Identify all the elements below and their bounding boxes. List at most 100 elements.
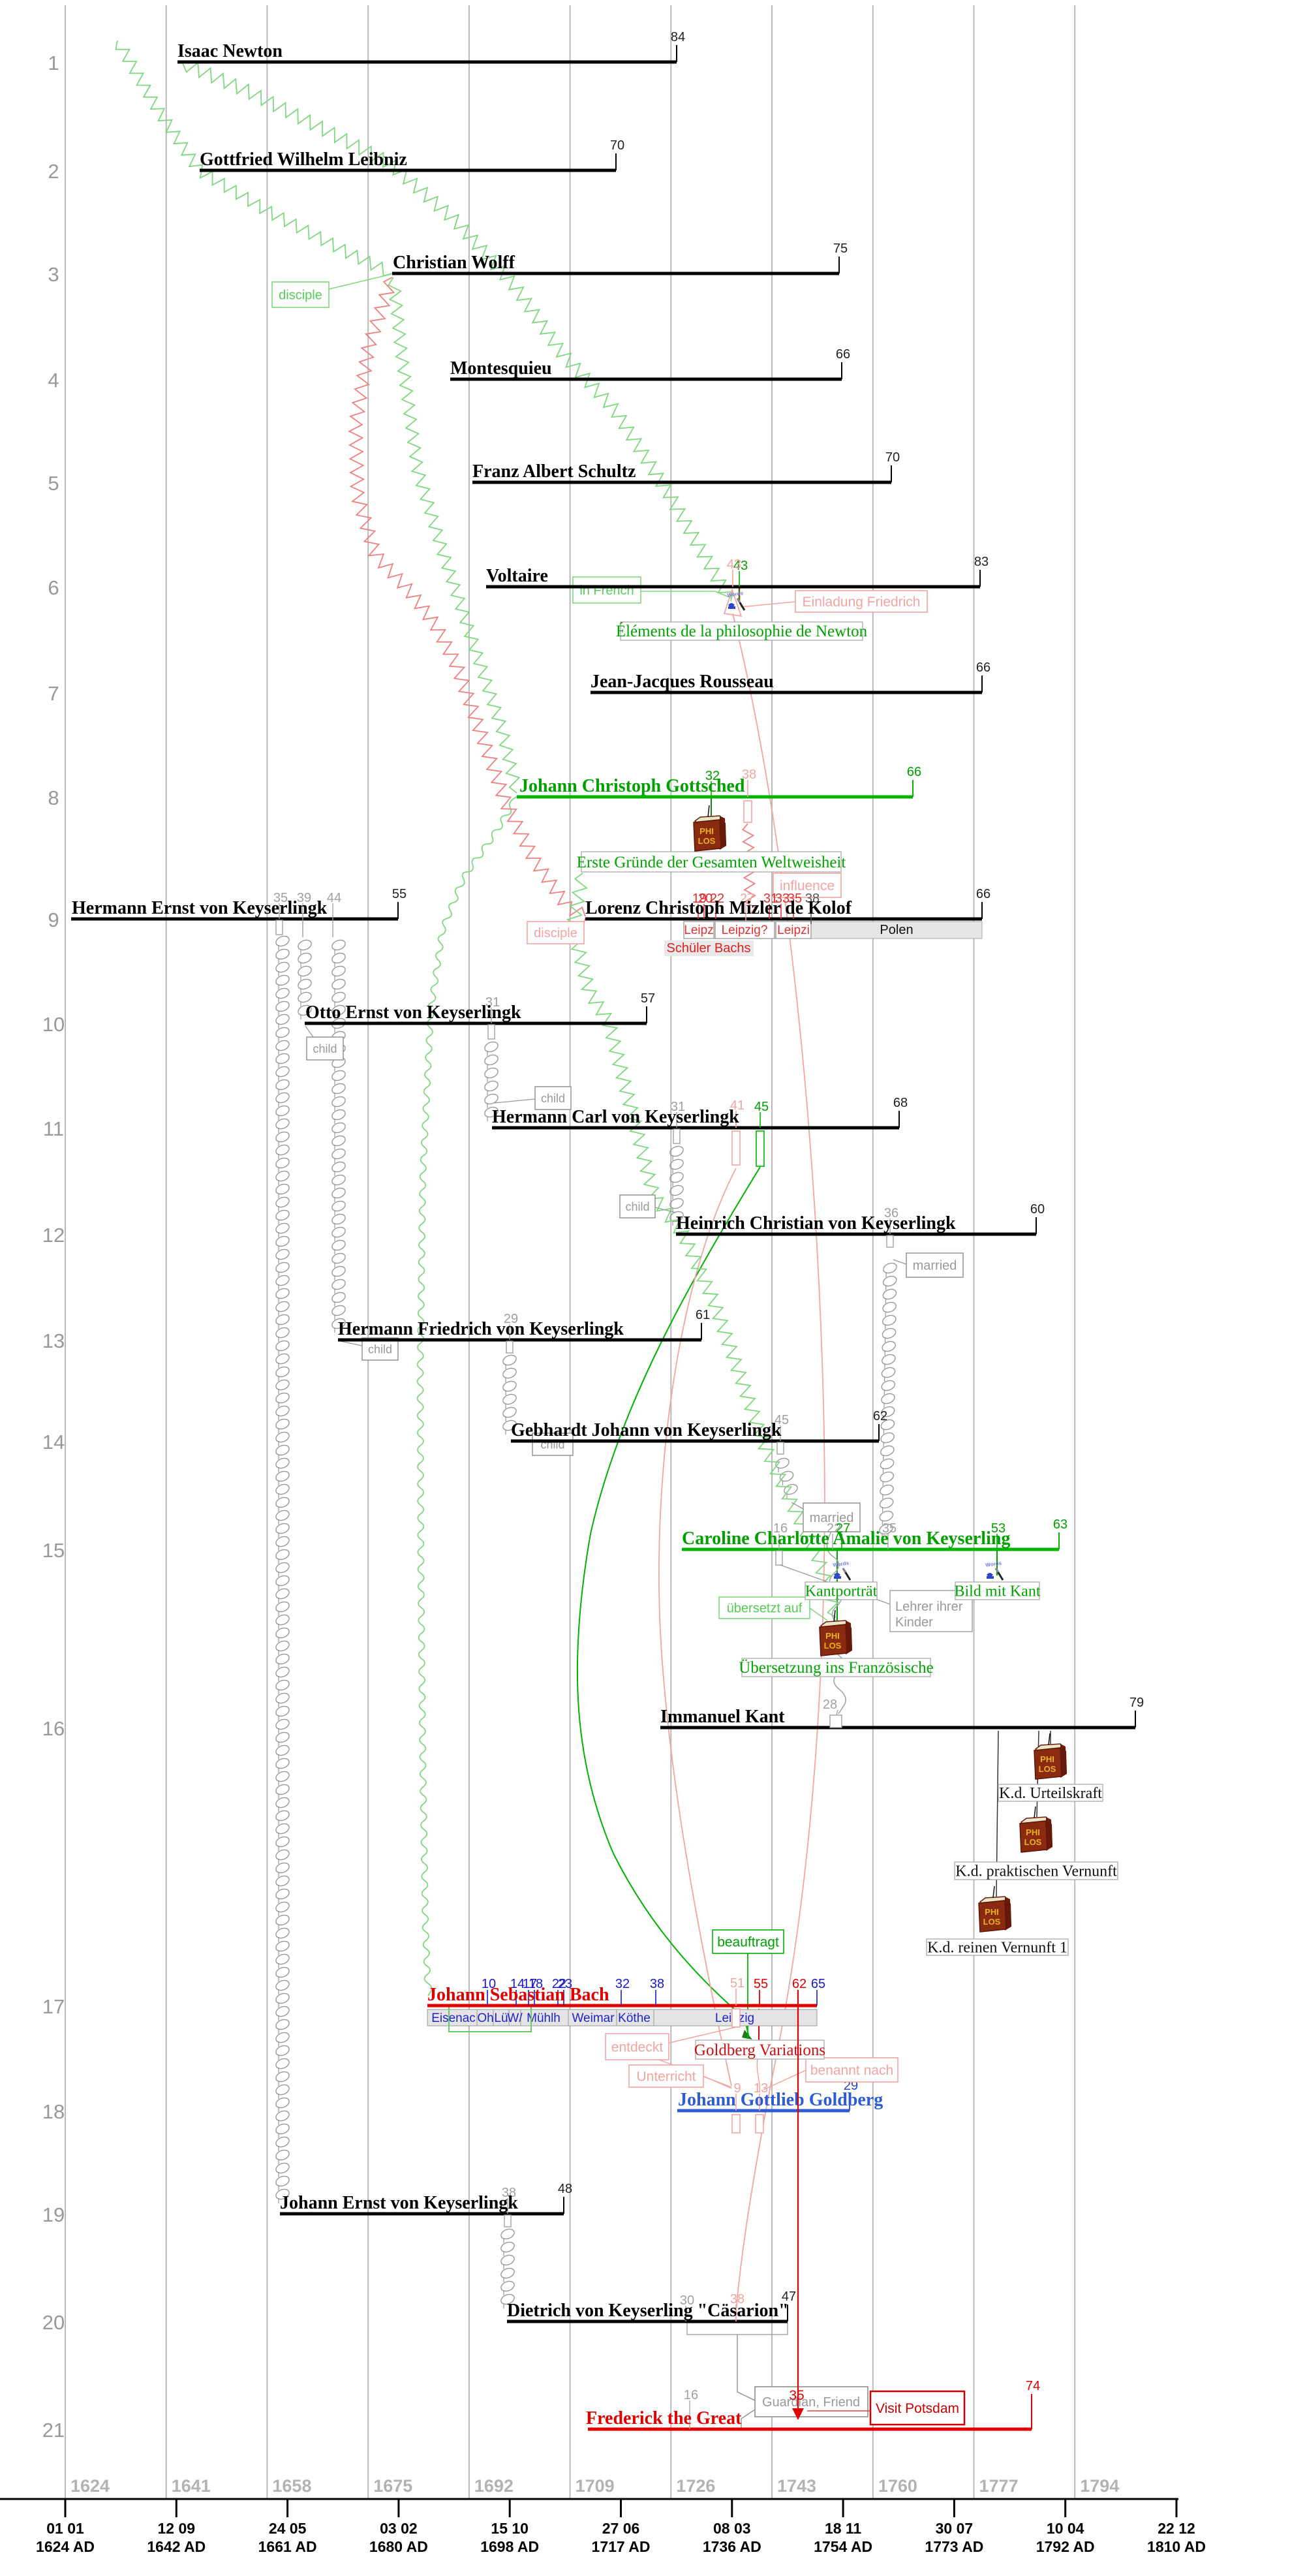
svg-text:84: 84 [671, 30, 685, 44]
svg-text:Lehrer ihrer: Lehrer ihrer [895, 1600, 963, 1614]
svg-text:1698 AD: 1698 AD [480, 2538, 539, 2555]
svg-text:LOS: LOS [824, 1641, 842, 1651]
svg-text:übersetzt auf: übersetzt auf [727, 1602, 803, 1616]
svg-text:38: 38 [742, 768, 756, 782]
svg-text:1661 AD: 1661 AD [258, 2538, 317, 2555]
svg-text:1717 AD: 1717 AD [592, 2538, 651, 2555]
svg-text:35: 35 [273, 891, 288, 905]
svg-text:1773 AD: 1773 AD [925, 2538, 983, 2555]
svg-text:53: 53 [991, 1521, 1006, 1536]
svg-text:married: married [913, 1259, 957, 1273]
svg-text:83: 83 [974, 555, 989, 569]
svg-text:PHI: PHI [985, 1907, 999, 1917]
svg-text:Bild mit Kant: Bild mit Kant [955, 1583, 1041, 1600]
svg-text:1760: 1760 [878, 2476, 917, 2496]
svg-text:child: child [368, 1342, 392, 1356]
svg-text:PHI: PHI [1040, 1754, 1054, 1764]
svg-text:55: 55 [392, 887, 407, 901]
svg-text:1624: 1624 [70, 2476, 110, 2496]
svg-text:62: 62 [792, 1977, 806, 1991]
svg-text:45: 45 [754, 1100, 769, 1114]
svg-text:35: 35 [882, 1521, 897, 1536]
svg-text:Guardian, Friend: Guardian, Friend [762, 2395, 860, 2410]
svg-text:Gebhardt Johann von Keyserling: Gebhardt Johann von Keyserlingk [511, 1420, 782, 1440]
svg-text:22: 22 [552, 1977, 566, 1991]
svg-text:child: child [625, 1200, 649, 1213]
svg-text:61: 61 [696, 1308, 710, 1322]
svg-text:35: 35 [789, 2388, 804, 2403]
svg-text:Words: Words [985, 1560, 1002, 1568]
svg-text:4: 4 [48, 369, 59, 392]
svg-text:Polen: Polen [880, 923, 913, 937]
svg-text:PHI: PHI [699, 826, 714, 836]
svg-text:2: 2 [48, 160, 59, 183]
svg-text:Kantporträt: Kantporträt [805, 1583, 878, 1600]
svg-text:18: 18 [42, 2100, 65, 2123]
svg-text:70: 70 [610, 138, 624, 153]
svg-text:Leipz: Leipz [684, 923, 713, 937]
svg-text:38: 38 [650, 1977, 664, 1991]
svg-text:Visit Potsdam: Visit Potsdam [876, 2401, 959, 2416]
svg-text:Words: Words [727, 590, 744, 598]
svg-text:14: 14 [510, 1977, 525, 1991]
svg-text:45: 45 [775, 1413, 789, 1427]
svg-text:child: child [541, 1092, 565, 1105]
svg-text:Johann Christoph Gottsched: Johann Christoph Gottsched [519, 776, 745, 796]
svg-text:Hermann Ernst von Keyserlingk: Hermann Ernst von Keyserlingk [72, 898, 328, 918]
svg-text:21: 21 [42, 2419, 65, 2442]
svg-text:Übersetzung ins Französische: Übersetzung ins Französische [739, 1659, 934, 1677]
svg-text:Frederick the Great: Frederick the Great [586, 2408, 742, 2429]
svg-text:W/: W/ [507, 2011, 523, 2025]
svg-text:31: 31 [671, 1100, 685, 1114]
svg-text:Franz Albert Schultz: Franz Albert Schultz [472, 461, 636, 482]
svg-text:Goldberg Variations: Goldberg Variations [694, 2041, 825, 2059]
svg-text:K.d. praktischen Vernunft: K.d. praktischen Vernunft [955, 1863, 1117, 1880]
svg-text:Otto Ernst von Keyserlingk: Otto Ernst von Keyserlingk [305, 1002, 521, 1023]
svg-text:62: 62 [873, 1409, 887, 1423]
svg-text:Kinder: Kinder [895, 1615, 933, 1630]
svg-text:beauftragt: beauftragt [717, 1934, 779, 1949]
svg-text:16: 16 [42, 1717, 65, 1740]
svg-text:11: 11 [43, 1117, 64, 1140]
svg-text:1624 AD: 1624 AD [36, 2538, 95, 2555]
svg-text:1675: 1675 [373, 2476, 412, 2496]
svg-text:08 03: 08 03 [713, 2520, 751, 2537]
svg-text:17: 17 [42, 1995, 65, 2018]
svg-text:8: 8 [48, 786, 59, 809]
svg-text:Hermann Carl von Keyserlingk: Hermann Carl von Keyserlingk [492, 1107, 739, 1127]
svg-text:27: 27 [836, 1521, 850, 1536]
svg-text:9: 9 [48, 908, 59, 931]
svg-text:Hermann Friedrich von Keyserli: Hermann Friedrich von Keyserlingk [338, 1319, 624, 1339]
svg-text:Leipzi: Leipzi [777, 923, 810, 937]
svg-text:6: 6 [48, 576, 59, 599]
svg-text:47: 47 [782, 2289, 796, 2304]
svg-text:Johann Gottlieb Goldberg: Johann Gottlieb Goldberg [678, 2090, 883, 2110]
svg-text:32: 32 [705, 769, 720, 783]
svg-text:38: 38 [730, 2292, 745, 2306]
svg-text:66: 66 [836, 347, 850, 362]
svg-text:1680 AD: 1680 AD [369, 2538, 428, 2555]
svg-text:65: 65 [811, 1977, 825, 1991]
svg-text:5: 5 [48, 472, 59, 495]
svg-text:13: 13 [754, 2081, 768, 2096]
svg-text:75: 75 [833, 241, 848, 256]
svg-text:39: 39 [297, 891, 311, 905]
svg-text:entdeckt: entdeckt [611, 2040, 664, 2055]
svg-text:43: 43 [733, 559, 748, 573]
svg-text:18: 18 [529, 1977, 543, 1991]
svg-text:13: 13 [42, 1329, 65, 1352]
svg-text:66: 66 [907, 765, 921, 779]
svg-text:24 05: 24 05 [269, 2520, 307, 2537]
svg-text:K.d. Urteilskraft: K.d. Urteilskraft [999, 1785, 1102, 1802]
svg-text:30: 30 [680, 2293, 694, 2308]
svg-text:Weimar: Weimar [572, 2011, 615, 2025]
svg-text:Lorenz Christoph Mizler de Kol: Lorenz Christoph Mizler de Kolof [585, 898, 852, 918]
svg-text:K.d. reinen Vernunft 1: K.d. reinen Vernunft 1 [927, 1939, 1067, 1956]
svg-text:22: 22 [710, 892, 724, 906]
svg-text:Lü: Lü [494, 2011, 508, 2025]
svg-text:12: 12 [42, 1224, 65, 1247]
svg-text:68: 68 [893, 1096, 908, 1110]
svg-text:1709: 1709 [576, 2476, 615, 2496]
svg-text:Oh: Oh [477, 2011, 493, 2025]
svg-text:41: 41 [730, 1098, 745, 1113]
